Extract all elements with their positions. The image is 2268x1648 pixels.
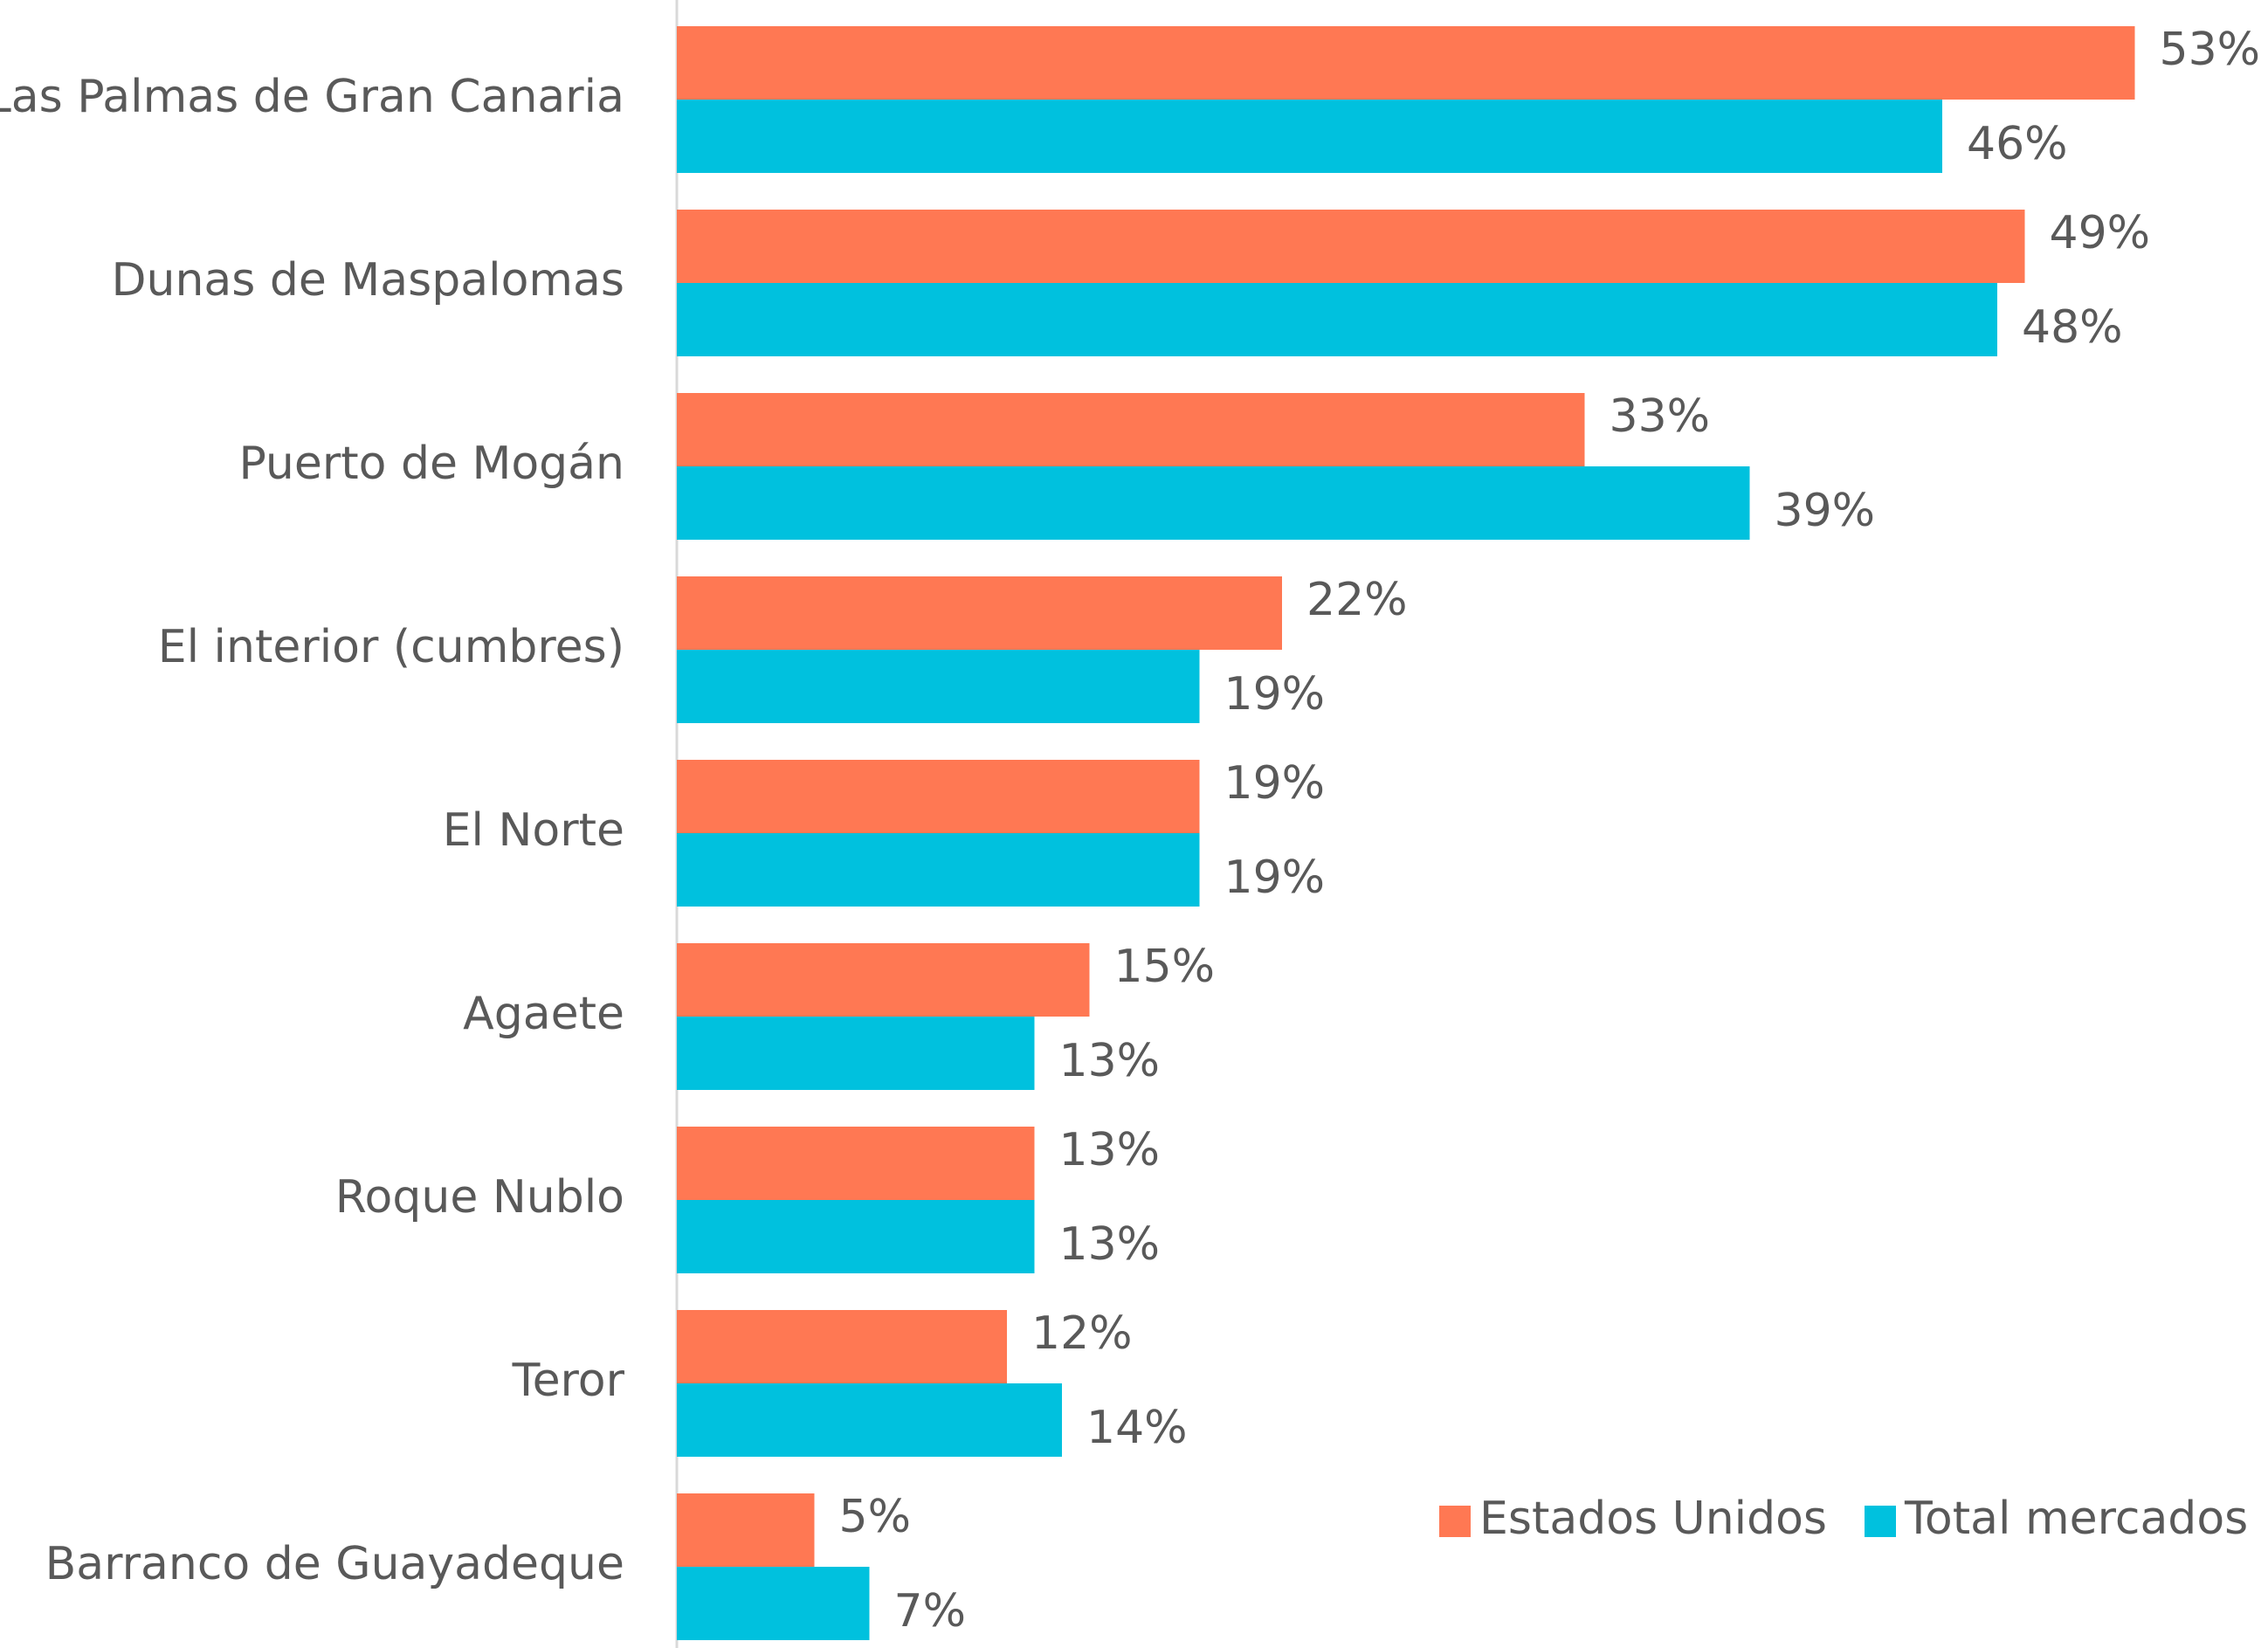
value-label: 19% — [1224, 757, 1326, 810]
value-label: 12% — [1031, 1307, 1133, 1360]
bar — [677, 650, 1200, 723]
value-label: 5% — [839, 1491, 912, 1543]
legend-label: Estados Unidos — [1479, 1493, 1827, 1545]
category-label: Teror — [512, 1355, 625, 1407]
bar — [677, 210, 2025, 283]
value-label: 48% — [2022, 301, 2123, 354]
value-label: 7% — [894, 1585, 967, 1638]
value-label: 53% — [2160, 24, 2261, 76]
value-label: 39% — [1775, 485, 1876, 537]
bar — [677, 1310, 1007, 1383]
value-label: 19% — [1224, 668, 1326, 721]
bar — [677, 1017, 1035, 1090]
value-label: 46% — [1967, 118, 2068, 170]
legend-swatch — [1865, 1506, 1896, 1537]
value-label: 33% — [1610, 390, 1711, 443]
legend-label: Total mercados — [1904, 1493, 2248, 1545]
bar — [677, 393, 1585, 466]
value-label: 15% — [1114, 941, 1216, 993]
bar — [677, 576, 1282, 650]
bar — [677, 1200, 1035, 1273]
bar — [677, 943, 1090, 1017]
bar — [677, 466, 1750, 540]
bar — [677, 100, 1942, 173]
category-label: Agaete — [463, 988, 624, 1040]
value-label: 14% — [1086, 1402, 1188, 1454]
bar — [677, 1567, 870, 1640]
category-label: Barranco de Guayadeque — [45, 1538, 624, 1590]
bar — [677, 283, 1997, 356]
category-label: Las Palmas de Gran Canaria — [0, 71, 624, 123]
category-label: Puerto de Mogán — [238, 438, 624, 490]
category-label: El Norte — [443, 804, 624, 857]
value-label: 13% — [1059, 1035, 1161, 1087]
category-label: Dunas de Maspalomas — [111, 254, 624, 307]
value-label: 13% — [1059, 1218, 1161, 1271]
legend-swatch — [1439, 1506, 1471, 1537]
bar — [677, 26, 2135, 100]
value-label: 19% — [1224, 852, 1326, 904]
category-label: El interior (cumbres) — [158, 621, 624, 673]
bar — [677, 1383, 1062, 1457]
bar — [677, 833, 1200, 907]
value-label: 49% — [2050, 207, 2151, 259]
bar — [677, 1493, 815, 1567]
bar — [677, 1127, 1035, 1200]
bar — [677, 760, 1200, 833]
value-label: 13% — [1059, 1124, 1161, 1176]
value-label: 22% — [1306, 574, 1408, 626]
category-label: Roque Nublo — [335, 1171, 624, 1224]
